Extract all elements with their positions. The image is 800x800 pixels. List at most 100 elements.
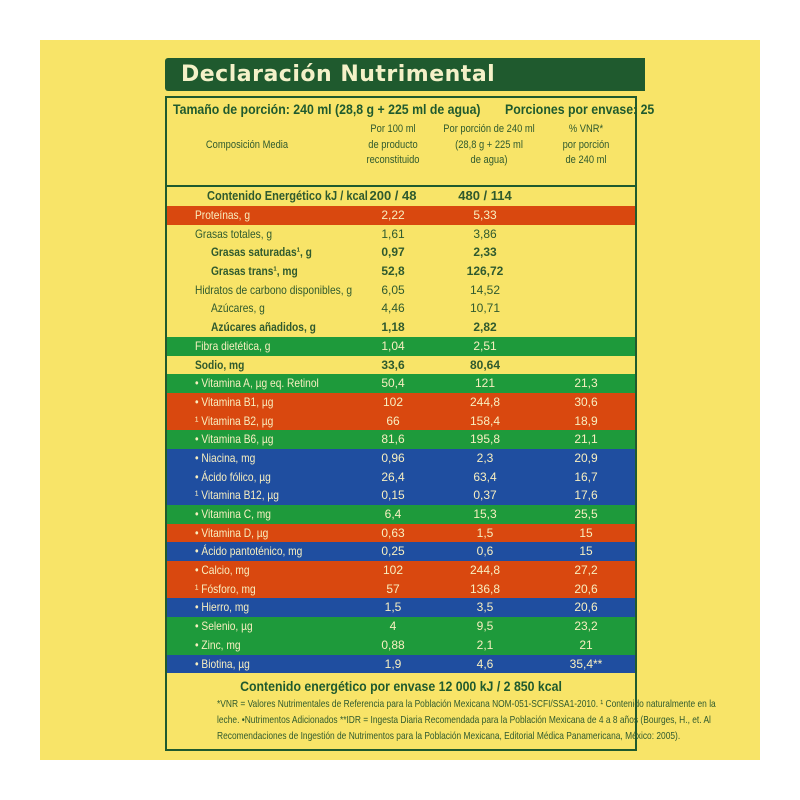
value-per-serving: 2,51 (473, 338, 497, 353)
serving-size: Tamaño de porción: 240 ml (28,8 g + 225 … (173, 101, 481, 117)
table-row: Grasas trans¹, mg 52,8 126,72 (167, 262, 635, 281)
table-row: • Vitamina B1, µg 102 244,8 30,6 (167, 392, 635, 412)
table-row: • Ácido pantoténico, mg 0,25 0,6 15 (167, 542, 635, 562)
value-per-100ml: 102 (382, 394, 404, 409)
value-per-serving: 2,33 (473, 245, 497, 260)
value-per-100ml: 0,63 (381, 525, 405, 540)
total-energy: Contenido energético por envase 12 000 k… (240, 678, 562, 694)
nutrient-rows: Contenido Energético kJ / kcal 200 / 48 … (167, 187, 635, 674)
table-row: Grasas totales, g 1,61 3,86 (167, 225, 635, 244)
value-vnr-percent: 25,5 (574, 507, 598, 521)
nutrient-label: ¹ Vitamina B12, µg (195, 488, 279, 503)
value-vnr-percent: 16,7 (574, 469, 598, 484)
nutrient-label: • Vitamina B6, µg (195, 432, 274, 447)
value-per-100ml: 2,22 (381, 208, 405, 222)
table-row: • Vitamina A, µg eq. Retinol 50,4 121 21,3 (167, 374, 635, 393)
value-per-serving: 9,5 (476, 619, 494, 634)
footnotes: *VNR = Valores Nutrimentales de Referenc… (171, 696, 716, 744)
table-row: • Niacina, mg 0,96 2,3 20,9 (167, 448, 635, 468)
value-per-100ml: 4,46 (381, 301, 405, 316)
table-row: Azúcares, g 4,46 10,71 (167, 299, 635, 318)
value-per-serving: 244,8 (469, 563, 501, 578)
nutrient-label: Fibra dietética, g (195, 338, 271, 353)
value-per-serving: 4,6 (476, 656, 494, 671)
nutrient-label: • Ácido fólico, µg (195, 469, 271, 484)
nutrient-label: ¹ Vitamina B2, µg (195, 413, 274, 428)
value-per-serving: 121 (474, 376, 496, 391)
table-row: Grasas saturadas¹, g 0,97 2,33 (167, 243, 635, 262)
nutrient-label: • Vitamina B1, µg (195, 394, 274, 409)
value-per-serving: 3,5 (476, 600, 494, 615)
value-per-serving: 15,3 (473, 507, 497, 521)
value-per-100ml: 1,61 (381, 226, 405, 241)
table-row: • Selenio, µg 4 9,5 23,2 (167, 617, 635, 636)
value-per-100ml: 66 (386, 413, 400, 428)
value-vnr-percent: 20,9 (574, 450, 598, 465)
value-per-serving: 14,52 (469, 282, 501, 297)
value-per-100ml: 1,18 (381, 320, 405, 335)
value-per-serving: 136,8 (469, 581, 501, 596)
value-vnr-percent: 20,6 (574, 600, 598, 615)
nutrient-label: • Niacina, mg (195, 450, 256, 465)
value-per-serving: 480 / 114 (458, 188, 512, 203)
table-row: Proteínas, g 2,22 5,33 (167, 206, 635, 225)
value-vnr-percent: 15 (579, 544, 593, 559)
value-per-serving: 2,1 (476, 637, 494, 652)
nutrient-label: • Vitamina D, µg (195, 525, 269, 540)
value-per-100ml: 81,6 (381, 432, 405, 447)
value-per-serving: 10,71 (469, 301, 501, 316)
footnote-line: Recomendaciones de Ingestión de Nutrimen… (217, 730, 681, 742)
value-vnr-percent: 35,4** (569, 656, 603, 671)
table-row: ¹ Vitamina B2, µg 66 158,4 18,9 (167, 411, 635, 431)
column-header-per-serving: Por porción de 240 ml (28,8 g + 225 ml d… (443, 123, 535, 166)
value-vnr-percent: 17,6 (574, 488, 598, 503)
table-row: • Ácido fólico, µg 26,4 63,4 16,7 (167, 467, 635, 487)
nutrient-label: • Zinc, mg (195, 637, 241, 652)
value-per-100ml: 1,9 (384, 656, 402, 671)
nutrient-label: • Biotina, µg (195, 656, 250, 671)
label-title: Declaración Nutrimental (181, 62, 496, 87)
value-per-serving: 80,64 (469, 357, 501, 372)
value-per-100ml: 52,8 (381, 264, 405, 279)
footnote-line: leche. •Nutrimentos Adicionados **IDR = … (217, 714, 711, 726)
nutrient-label: • Vitamina A, µg eq. Retinol (195, 376, 319, 391)
value-per-100ml: 0,25 (381, 544, 405, 559)
value-per-serving: 2,3 (476, 450, 494, 465)
value-per-serving: 1,5 (476, 525, 494, 540)
nutrient-label: • Selenio, µg (195, 619, 253, 634)
table-row: ¹ Fósforo, mg 57 136,8 20,6 (167, 579, 635, 599)
value-per-100ml: 33,6 (381, 357, 405, 372)
table-row: • Hierro, mg 1,5 3,5 20,6 (167, 598, 635, 618)
value-per-100ml: 1,5 (384, 600, 402, 615)
value-vnr-percent: 21,3 (574, 376, 598, 391)
divider (167, 185, 635, 187)
nutrient-label: Azúcares añadidos, g (211, 320, 316, 335)
value-per-100ml: 4 (389, 619, 397, 634)
value-vnr-percent: 18,9 (574, 413, 598, 428)
value-per-serving: 0,37 (473, 488, 497, 503)
value-vnr-percent: 30,6 (574, 394, 598, 409)
table-row: Sodio, mg 33,6 80,64 (167, 356, 635, 375)
nutrient-label: Grasas trans¹, mg (211, 264, 298, 279)
value-vnr-percent: 15 (579, 525, 593, 540)
value-per-100ml: 1,04 (381, 338, 405, 353)
value-per-100ml: 26,4 (381, 469, 405, 484)
value-per-serving: 126,72 (466, 264, 504, 279)
value-per-100ml: 102 (382, 563, 404, 578)
table-row: • Zinc, mg 0,88 2,1 21 (167, 635, 635, 655)
title-bar: Declaración Nutrimental (165, 58, 645, 91)
nutrient-label: • Hierro, mg (195, 600, 250, 615)
nutrient-label: Contenido Energético kJ / kcal (207, 188, 368, 203)
value-vnr-percent: 23,2 (574, 619, 598, 634)
nutrition-table: Tamaño de porción: 240 ml (28,8 g + 225 … (165, 96, 716, 751)
value-per-serving: 244,8 (469, 394, 501, 409)
value-per-100ml: 50,4 (381, 376, 405, 391)
table-row: Hidratos de carbono disponibles, g 6,05 14… (167, 281, 635, 300)
nutrient-label: ¹ Fósforo, mg (195, 581, 256, 596)
value-per-100ml: 0,96 (381, 450, 405, 465)
nutrient-label: • Vitamina C, mg (195, 507, 271, 521)
table-row: • Vitamina B6, µg 81,6 195,8 21,1 (167, 430, 635, 449)
table-row: ¹ Vitamina B12, µg 0,15 0,37 17,6 (167, 486, 635, 505)
value-vnr-percent: 27,2 (574, 563, 598, 578)
value-vnr-percent: 21,1 (574, 432, 598, 447)
